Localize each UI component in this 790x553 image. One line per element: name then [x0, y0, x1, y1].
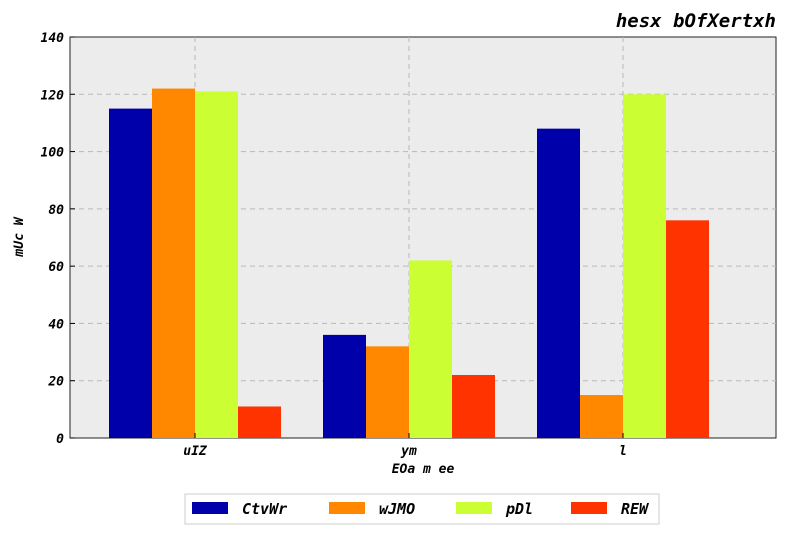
bar-wJMO-uIZ — [152, 88, 195, 439]
legend-label: pDl — [505, 500, 533, 518]
x-tick-label: ym — [400, 444, 417, 459]
x-tick-label: uIZ — [183, 444, 208, 459]
bar-wJMO-l — [580, 395, 623, 438]
legend-label: wJMO — [379, 500, 415, 518]
y-tick-label: 100 — [41, 146, 65, 161]
y-tick-label: 40 — [48, 317, 64, 332]
legend-swatch-pDl — [456, 502, 492, 514]
y-tick-label: 140 — [41, 31, 65, 46]
bar-pDl-l — [623, 94, 666, 439]
bar-CtvWr-uIZ — [109, 108, 152, 438]
y-tick-label: 60 — [48, 260, 64, 275]
legend-swatch-REW — [571, 502, 607, 514]
chart-title: hesx bOfXertxh — [616, 10, 776, 32]
bar-REW-ym — [452, 374, 495, 438]
y-axis-label: mUc W — [12, 216, 27, 257]
x-tick-label: l — [619, 444, 627, 459]
legend-label: REW — [621, 500, 650, 518]
bar-pDl-uIZ — [195, 91, 238, 439]
y-tick-label: 80 — [48, 203, 64, 218]
axes: 0 20 40 60 80 100 120 140 uIZ ym l — [41, 31, 627, 459]
bar-pDl-ym — [409, 260, 452, 438]
bar-CtvWr-ym — [323, 334, 366, 438]
bar-REW-l — [666, 220, 709, 438]
y-tick-label: 120 — [41, 88, 65, 103]
bar-wJMO-ym — [366, 346, 409, 438]
x-axis-label: EOa m ee — [392, 462, 455, 477]
y-tick-label: 20 — [47, 375, 64, 390]
bars — [109, 88, 709, 439]
legend-label: CtvWr — [242, 500, 287, 518]
bar-CtvWr-l — [537, 128, 580, 438]
y-tick-label: 0 — [56, 432, 64, 447]
legend-swatch-wJMO — [329, 502, 365, 514]
legend-swatch-CtvWr — [192, 502, 228, 514]
bar-REW-uIZ — [238, 406, 281, 438]
legend: CtvWr wJMO pDl REW — [184, 493, 660, 525]
